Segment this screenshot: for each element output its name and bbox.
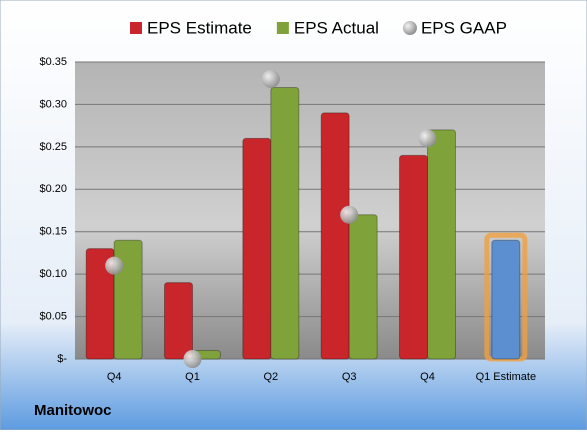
bar xyxy=(491,239,521,360)
x-tick-label: Q4 xyxy=(420,371,435,383)
bar xyxy=(164,282,193,360)
bar xyxy=(242,137,272,360)
x-tick-label: Q3 xyxy=(342,371,357,383)
bar xyxy=(399,154,428,360)
legend-label: EPS Actual xyxy=(294,18,379,37)
y-tick-label: $0.25 xyxy=(39,141,67,153)
y-tick-label: $0.20 xyxy=(39,183,67,195)
plot-area xyxy=(75,62,545,359)
legend-marker xyxy=(130,22,142,34)
x-tick-label: Q4 xyxy=(107,371,122,383)
gaap-marker xyxy=(340,205,359,224)
y-tick-label: $0.05 xyxy=(39,310,67,322)
x-tick-label: Q1 xyxy=(185,371,200,383)
bar xyxy=(427,129,456,360)
y-tick-label: $0.35 xyxy=(39,56,67,68)
gaap-marker xyxy=(418,129,437,148)
gaap-marker xyxy=(183,350,202,368)
y-tick-label: $0.30 xyxy=(39,98,67,110)
chart-title: Manitowoc xyxy=(34,402,112,419)
x-tick-label: Q2 xyxy=(263,371,278,383)
legend-marker xyxy=(402,21,417,35)
legend-label: EPS Estimate xyxy=(147,18,252,37)
y-tick-label: $- xyxy=(57,353,67,365)
y-tick-label: $0.15 xyxy=(39,226,67,238)
bar xyxy=(320,112,350,360)
legend-marker xyxy=(276,22,289,34)
gaap-marker xyxy=(105,256,124,275)
x-tick-label: Q1 Estimate xyxy=(476,371,537,383)
legend-label: EPS GAAP xyxy=(421,18,507,37)
bar xyxy=(270,86,300,360)
gaap-marker xyxy=(261,69,280,88)
y-tick-label: $0.10 xyxy=(39,268,67,280)
bar xyxy=(348,214,378,360)
